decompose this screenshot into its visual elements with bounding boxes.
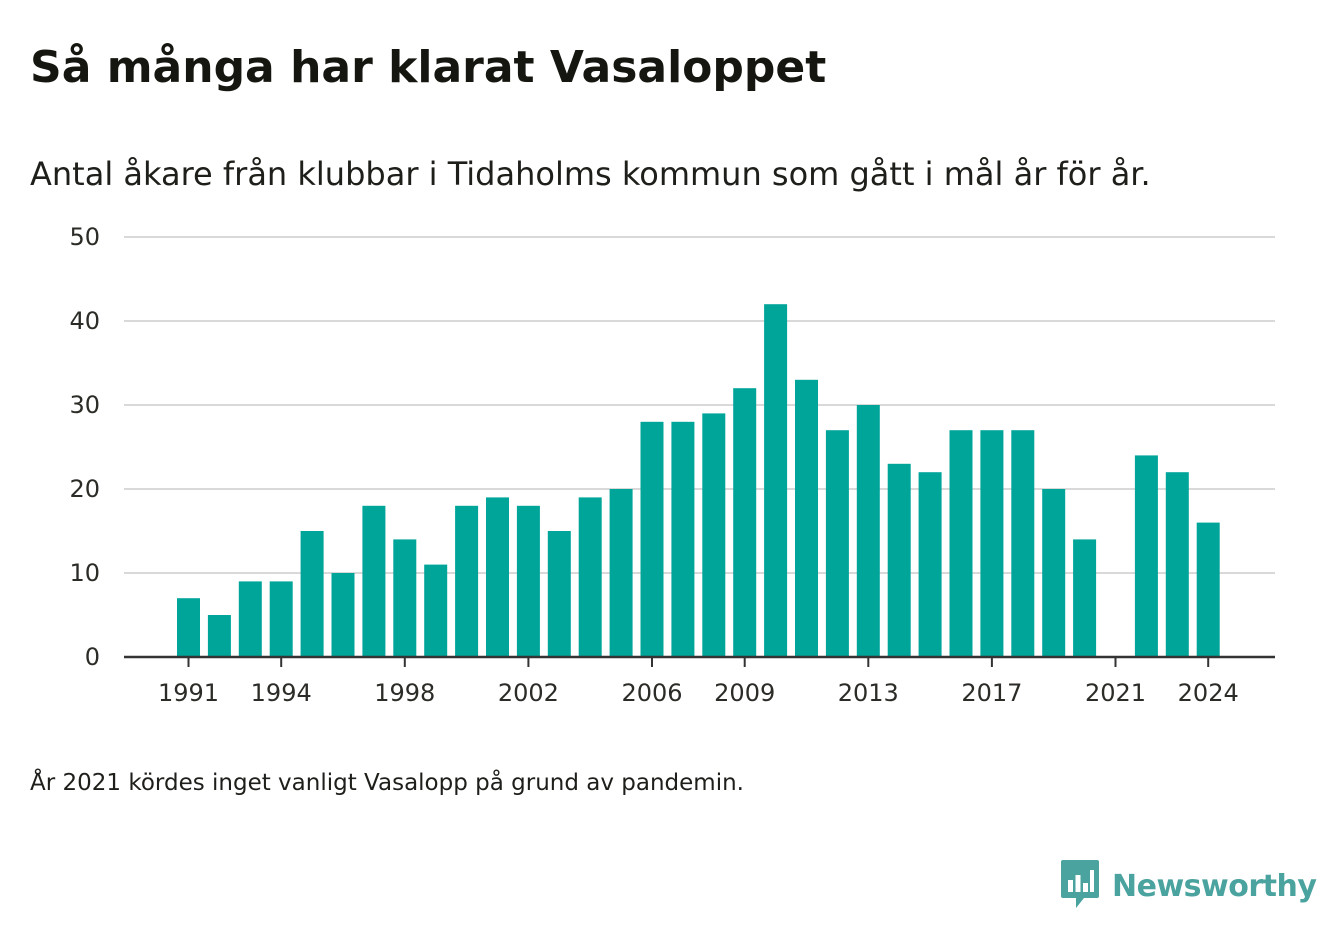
bar-2010 xyxy=(764,304,788,657)
chart-title: Så många har klarat Vasaloppet xyxy=(30,42,827,93)
bar-1994 xyxy=(269,581,293,657)
gridlines xyxy=(124,236,1275,574)
bar-2024 xyxy=(1196,522,1220,657)
bar-2004 xyxy=(578,497,602,657)
x-tick-label: 1991 xyxy=(158,679,219,707)
x-tick-label: 2006 xyxy=(621,679,682,707)
bar-2016 xyxy=(949,430,973,657)
bar-1993 xyxy=(238,581,262,657)
y-tick-label: 50 xyxy=(69,223,100,251)
x-tick-label: 1994 xyxy=(251,679,312,707)
y-tick-label: 40 xyxy=(69,307,100,335)
bar-2001 xyxy=(486,497,509,657)
x-tick-label: 2017 xyxy=(961,679,1022,707)
bar-2020 xyxy=(1073,539,1097,657)
x-tick-label: 2009 xyxy=(714,679,775,707)
newsworthy-logo-icon xyxy=(1060,858,1100,914)
bar-1999 xyxy=(424,564,448,657)
bar-2011 xyxy=(795,379,818,657)
bar-2003 xyxy=(547,531,571,657)
bar-2006 xyxy=(640,421,664,657)
brand-logo: Newsworthy xyxy=(1060,858,1317,914)
bar-2023 xyxy=(1165,472,1189,657)
y-tick-label: 20 xyxy=(69,475,100,503)
y-tick-label: 0 xyxy=(85,643,100,671)
bar-2017 xyxy=(980,430,1004,657)
y-tick-label: 30 xyxy=(69,391,100,419)
bar-2002 xyxy=(516,505,540,657)
footnote: År 2021 kördes inget vanligt Vasalopp på… xyxy=(30,770,744,796)
bar-2022 xyxy=(1134,455,1158,657)
x-tick-label: 2002 xyxy=(498,679,559,707)
bar-1992 xyxy=(207,615,231,657)
bar-1996 xyxy=(331,573,355,657)
bar-2008 xyxy=(702,413,726,657)
bar-2000 xyxy=(455,505,479,657)
y-tick-label: 10 xyxy=(69,559,100,587)
brand-name: Newsworthy xyxy=(1112,868,1317,904)
bar-1995 xyxy=(300,531,324,657)
bar-2018 xyxy=(1011,430,1035,657)
bar-1997 xyxy=(362,505,386,657)
bar-2019 xyxy=(1042,489,1066,657)
bar-2014 xyxy=(887,463,911,657)
bar-2009 xyxy=(733,388,757,657)
bar-2012 xyxy=(825,430,849,657)
axes: 0 10 20 30 40 50 1991 1994 1998 2002 2006 2009 2013 2… xyxy=(69,223,1275,707)
chart-subtitle: Antal åkare från klubbar i Tidaholms kom… xyxy=(30,155,1151,193)
x-tick-label: 2013 xyxy=(838,679,899,707)
x-tick-label: 2024 xyxy=(1178,679,1239,707)
bar-2015 xyxy=(918,472,942,657)
bar-2007 xyxy=(671,421,695,657)
x-tick-label: 2021 xyxy=(1085,679,1146,707)
x-tick-label: 1998 xyxy=(374,679,435,707)
bar-2013 xyxy=(856,405,880,657)
bar-1998 xyxy=(393,539,417,657)
bar-2005 xyxy=(609,489,633,657)
bars xyxy=(177,304,1220,657)
bar-1991 xyxy=(177,598,200,657)
